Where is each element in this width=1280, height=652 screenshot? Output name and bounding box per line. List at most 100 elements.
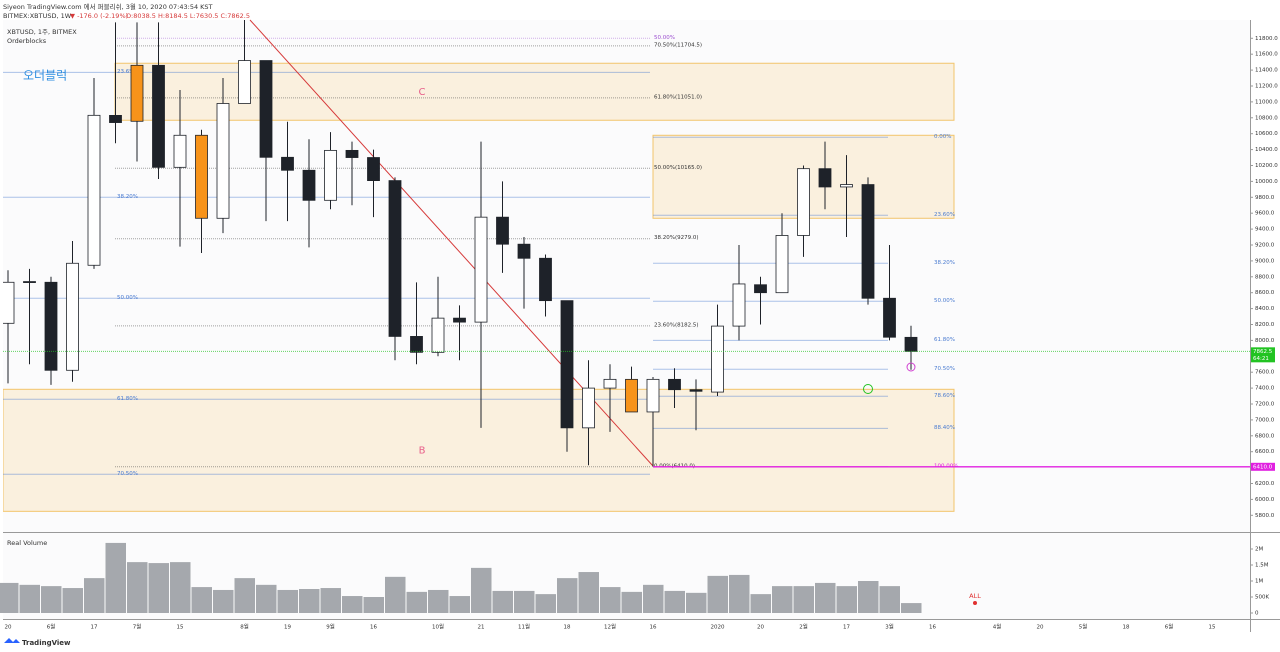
volume-bar bbox=[62, 588, 83, 613]
candle-body bbox=[582, 387, 595, 429]
candle-body bbox=[517, 243, 531, 259]
x-tick-label: 16 bbox=[370, 625, 377, 631]
brand-logo bbox=[4, 638, 20, 643]
volume-bar bbox=[105, 542, 126, 613]
fib-label: 61.80% bbox=[934, 337, 955, 343]
volume-bar bbox=[750, 594, 771, 613]
y-tick-label: 9000.0 bbox=[1255, 258, 1275, 264]
candle-body bbox=[44, 281, 58, 371]
x-tick-label: 16 bbox=[929, 625, 936, 631]
fib-label: 61.80%(11051.0) bbox=[654, 94, 702, 100]
candle-body bbox=[259, 60, 273, 158]
level-box bbox=[1251, 462, 1275, 471]
volume-bar bbox=[234, 578, 255, 613]
x-tick-label: 2월 bbox=[799, 623, 808, 631]
y-tick-label: 10000.0 bbox=[1255, 179, 1278, 185]
x-tick-label: 11월 bbox=[518, 623, 530, 631]
candle-body bbox=[345, 149, 359, 158]
countdown-label: 64:21 bbox=[1253, 356, 1269, 362]
volume-tick-label: 500K bbox=[1255, 595, 1269, 601]
y-tick-label: 11200.0 bbox=[1255, 83, 1278, 89]
y-tick-label: 11600.0 bbox=[1255, 52, 1278, 58]
fib-label: 23.60% bbox=[934, 212, 955, 218]
fib-label: 50.00%(10165.0) bbox=[654, 165, 702, 171]
volume-bar bbox=[299, 589, 320, 613]
volume-bar bbox=[879, 586, 900, 613]
y-tick-label: 7200.0 bbox=[1255, 402, 1275, 408]
volume-tick-label: 1M bbox=[1255, 579, 1263, 585]
x-tick-label: 4월 bbox=[993, 623, 1002, 631]
candle-body bbox=[66, 262, 79, 371]
candle-body bbox=[689, 389, 703, 392]
y-tick-label: 10800.0 bbox=[1255, 115, 1278, 121]
candle-body bbox=[625, 378, 638, 413]
candle-body bbox=[410, 336, 423, 353]
x-tick-label: 8월 bbox=[240, 623, 249, 631]
x-tick-label: 6월 bbox=[47, 623, 56, 631]
y-tick-label: 8400.0 bbox=[1255, 306, 1275, 312]
volume-bar bbox=[643, 584, 664, 613]
y-tick-label: 9200.0 bbox=[1255, 242, 1275, 248]
volume-bar bbox=[471, 567, 492, 613]
candle-body bbox=[474, 216, 488, 323]
fib-label: 70.50% bbox=[117, 471, 138, 477]
brand: TradingView bbox=[22, 639, 71, 647]
y-tick-label: 9800.0 bbox=[1255, 195, 1275, 201]
y-tick-label: 5800.0 bbox=[1255, 513, 1275, 519]
level-label: 6410.0 bbox=[1253, 464, 1273, 470]
y-tick-label: 7600.0 bbox=[1255, 370, 1275, 376]
candle-body bbox=[302, 169, 316, 201]
orderblock-zone bbox=[3, 388, 955, 512]
fib-label: 50.00% bbox=[934, 298, 955, 304]
candle-body bbox=[711, 325, 724, 393]
volume-bar bbox=[901, 603, 922, 613]
candle-body bbox=[797, 168, 810, 236]
x-tick-label: 20 bbox=[757, 625, 764, 631]
candle-body bbox=[603, 378, 617, 389]
fib-label: 70.50% bbox=[934, 366, 955, 372]
candle-body bbox=[173, 134, 187, 168]
volume-bar bbox=[342, 596, 363, 613]
x-tick-label: 20 bbox=[5, 625, 12, 631]
candle-body bbox=[732, 283, 746, 327]
x-tick-label: 2020 bbox=[711, 625, 725, 631]
x-tick-label: 15 bbox=[1209, 625, 1216, 631]
volume-bar bbox=[686, 592, 707, 613]
marker-circle bbox=[863, 384, 873, 394]
y-tick-label: 10600.0 bbox=[1255, 131, 1278, 137]
y-tick-label: 6000.0 bbox=[1255, 497, 1275, 503]
y-tick-label: 9600.0 bbox=[1255, 211, 1275, 217]
y-tick-label: 8000.0 bbox=[1255, 338, 1275, 344]
x-tick-label: 20 bbox=[1037, 625, 1044, 631]
candle-body bbox=[324, 149, 337, 201]
candle-body bbox=[904, 336, 918, 352]
volume-bar bbox=[0, 582, 19, 613]
fib-label: 50.00% bbox=[117, 295, 138, 301]
y-tick-label: 8600.0 bbox=[1255, 290, 1275, 296]
volume-bar bbox=[772, 586, 793, 613]
y-tick-label: 11000.0 bbox=[1255, 99, 1278, 105]
candle-body bbox=[775, 235, 789, 294]
y-tick-label: 6200.0 bbox=[1255, 481, 1275, 487]
candle-body bbox=[496, 216, 509, 245]
y-tick-label: 8800.0 bbox=[1255, 274, 1275, 280]
candle-body bbox=[431, 317, 445, 353]
candle-body bbox=[87, 114, 101, 266]
symbol: BITMEX:XBTUSD, 1W bbox=[3, 12, 72, 20]
candle-body bbox=[818, 168, 832, 188]
volume-bar bbox=[664, 590, 685, 613]
alert-dot bbox=[973, 601, 977, 605]
fib-label: 23.60%(8182.5) bbox=[654, 322, 699, 328]
volume-bar bbox=[363, 597, 384, 613]
fib-label: 70.50%(11704.5) bbox=[654, 42, 702, 48]
candle-body bbox=[861, 184, 875, 299]
x-tick-label: 3월 bbox=[885, 623, 894, 631]
volume-bar bbox=[836, 586, 857, 613]
published-line: Siyeon TradingView.com 에서 퍼블리쉬, 3월 10, 2… bbox=[3, 2, 213, 11]
volume-tick-label: 1.5M bbox=[1255, 563, 1269, 569]
volume-bar bbox=[41, 586, 62, 613]
fib-label: 0.00% bbox=[934, 134, 951, 140]
alert-label: ALL bbox=[969, 592, 981, 600]
volume-bar bbox=[707, 575, 728, 613]
